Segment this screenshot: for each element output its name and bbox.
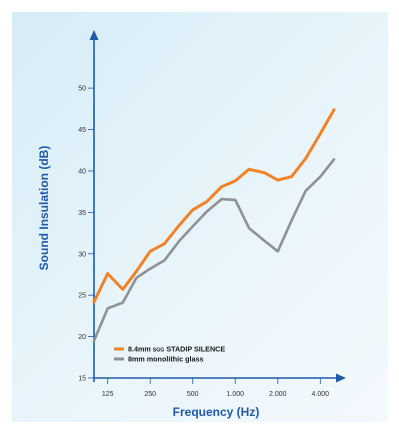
axes [89,30,346,383]
y-tick-label: 40 [78,168,86,175]
x-tick-label: 500 [187,391,199,398]
legend: 8.4mm SGG STADIP SILENCE 8mm monolithic … [114,345,225,364]
x-ticks: 125 250 500 1.000 2.000 4.000 [102,378,329,398]
y-tick-label: 35 [78,210,86,217]
y-tick-label: 30 [78,251,86,258]
y-tick-label: 15 [78,376,86,383]
x-tick-label: 125 [102,391,114,398]
y-axis-title: Sound Insulation (dB) [37,146,51,271]
y-axis-arrow [89,30,99,40]
x-tick-label: 2.000 [269,391,287,398]
y-tick-label: 25 [78,293,86,300]
x-tick-label: 4.000 [312,391,330,398]
x-axis-arrow [336,373,346,383]
series-lines [92,108,336,343]
x-tick-label: 1.000 [226,391,244,398]
series-line-2 [92,158,336,343]
y-tick-label: 20 [78,334,86,341]
y-tick-label: 50 [78,86,86,93]
series-line-1 [92,108,336,304]
x-axis-title: Frequency (Hz) [173,405,260,419]
legend-label-series-1: 8.4mm SGG STADIP SILENCE [128,345,225,354]
legend-label-series-2: 8mm monolithic glass [128,355,204,364]
y-ticks: 15 20 25 30 35 40 45 50 [78,86,94,383]
y-tick-label: 45 [78,127,86,134]
x-tick-label: 250 [144,391,156,398]
